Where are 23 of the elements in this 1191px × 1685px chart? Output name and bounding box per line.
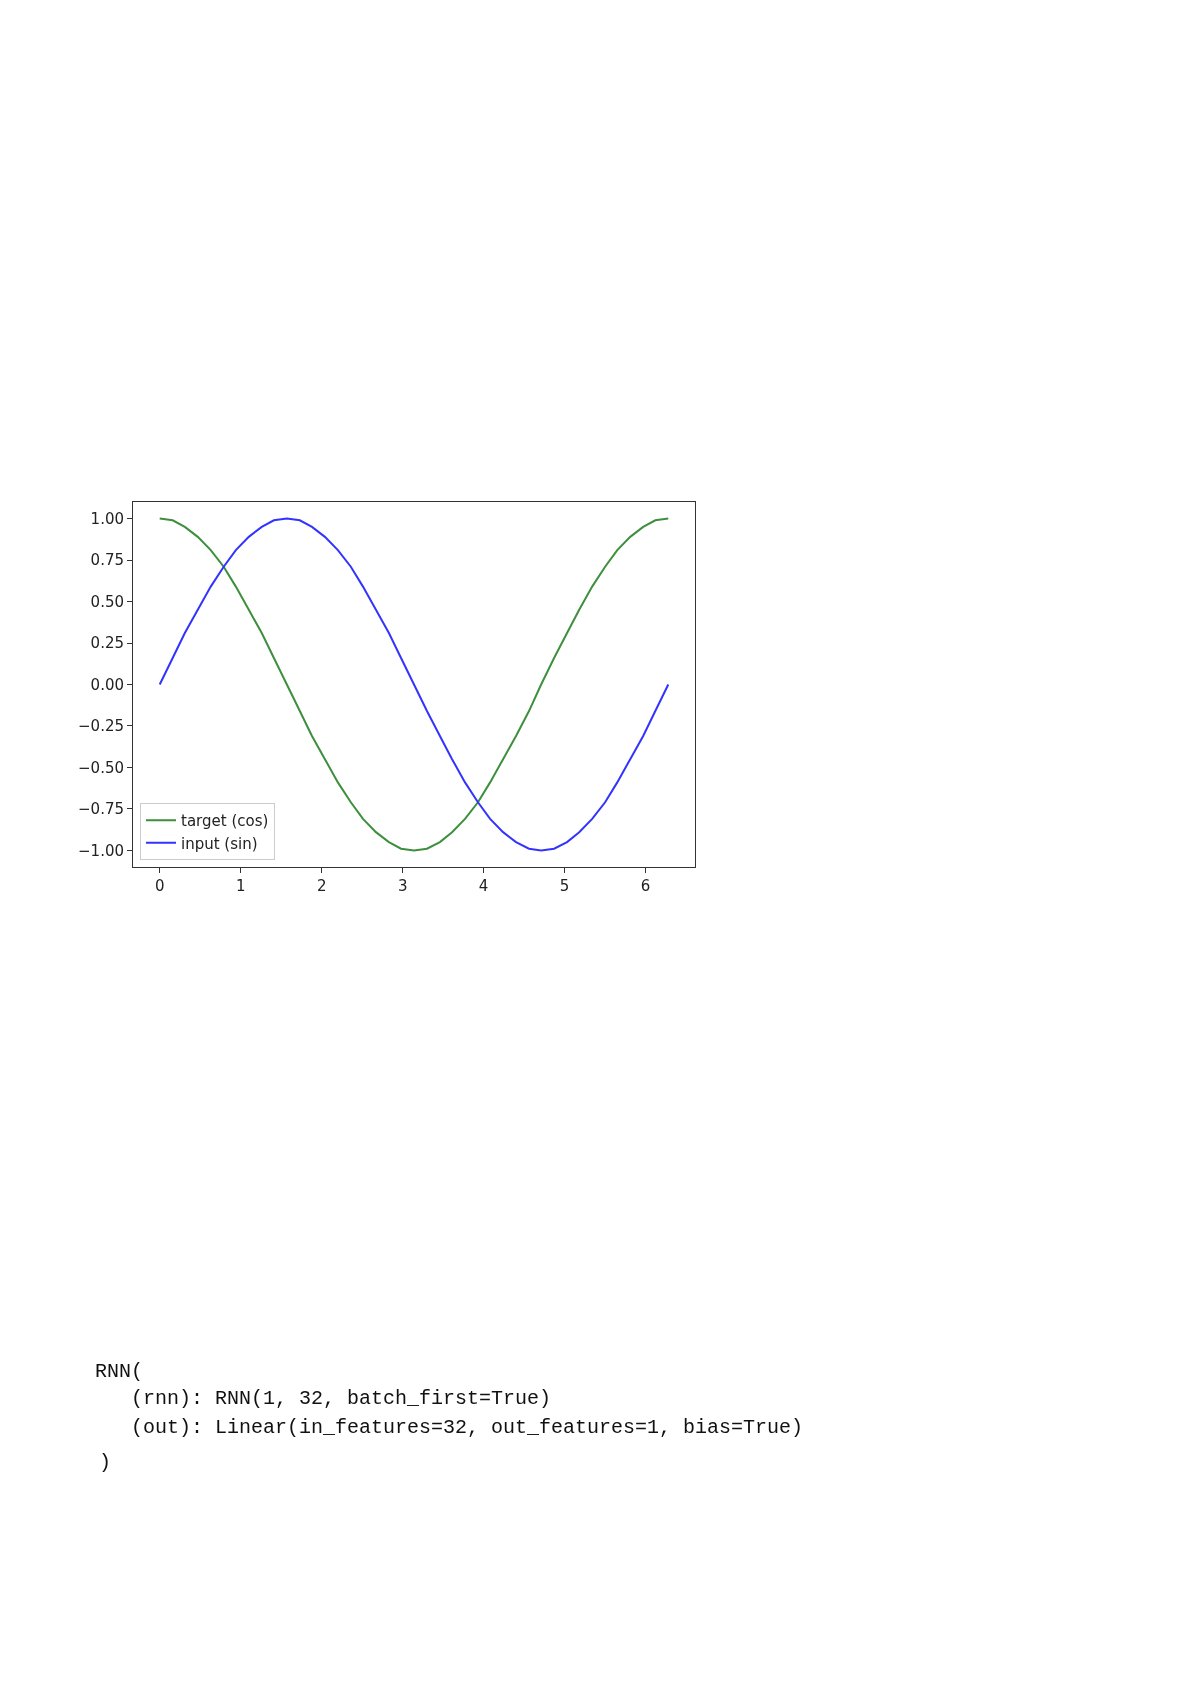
y-tick-label: 0.50: [90, 592, 124, 611]
x-tick-label: 2: [316, 877, 327, 895]
x-tick-label: 5: [559, 877, 570, 895]
y-tick-label: 0.00: [90, 675, 124, 694]
x-tick-label: 1: [235, 877, 246, 895]
y-tick-label: −0.75: [78, 800, 124, 819]
x-tick-label: 6: [640, 877, 651, 895]
text: RNN(: [95, 1360, 144, 1383]
x-tick-label: 4: [478, 877, 489, 895]
y-tick-label: 0.25: [90, 634, 124, 653]
legend-label: target (cos): [181, 812, 269, 831]
text: ): [99, 1451, 112, 1474]
y-tick-label: −0.25: [78, 717, 124, 736]
text: (rnn): RNN(1, 32, batch_first=True): [131, 1387, 552, 1410]
x-tick-label: 3: [397, 877, 408, 895]
line-series: [158, 517, 670, 852]
y-tick-label: 0.75: [90, 551, 124, 570]
y-tick-label: 1.00: [90, 509, 124, 528]
x-tick-label: 0: [154, 877, 165, 895]
legend-label: input (sin): [181, 834, 258, 853]
y-tick-label: −1.00: [78, 841, 124, 860]
y-tick-label: −0.50: [78, 758, 124, 777]
text: (out): Linear(in_features=32, out_features=1, bias=True): [131, 1416, 804, 1439]
